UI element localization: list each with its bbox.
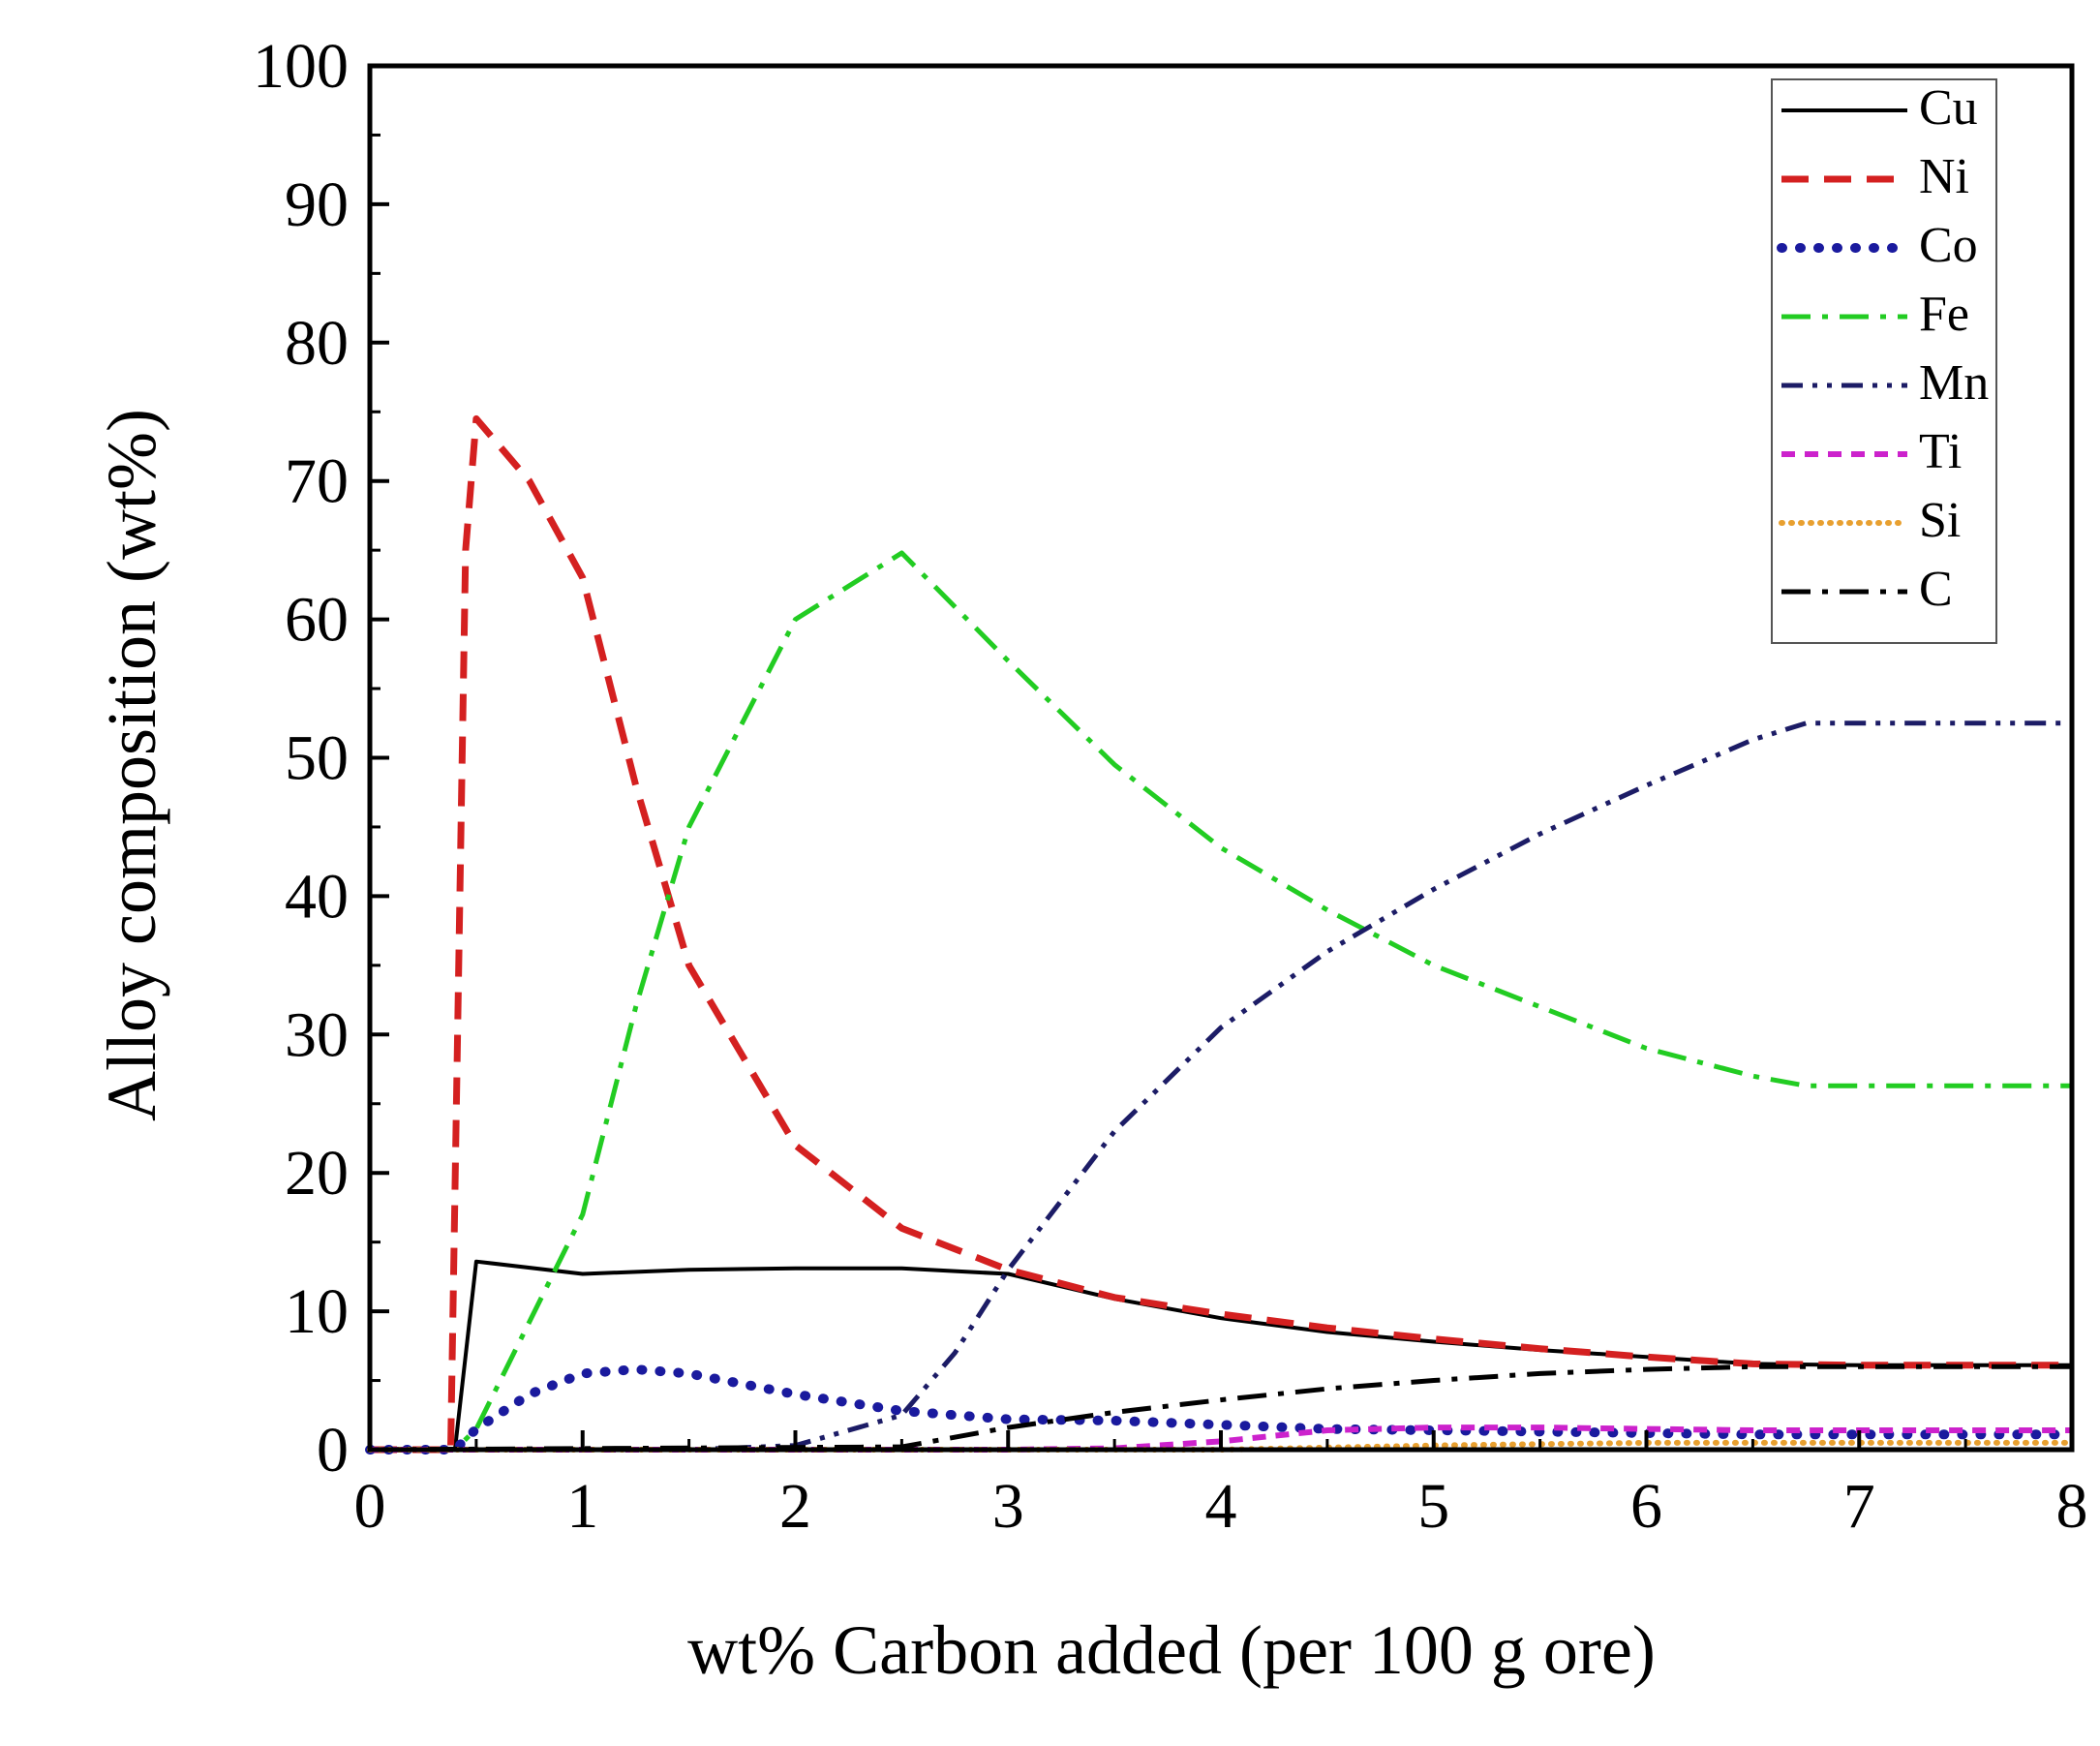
- y-tick-label: 100: [253, 31, 349, 102]
- y-tick-label: 20: [285, 1138, 349, 1209]
- series-line-fe: [370, 550, 2072, 1453]
- y-tick-label: 40: [285, 861, 349, 932]
- legend-box: [1771, 78, 1997, 644]
- x-axis-title: wt% Carbon added (per 100 g ore): [687, 1611, 1656, 1689]
- y-tick-label: 30: [285, 999, 349, 1070]
- legend: Cu Ni Co Fe Mn Ti Si C: [1771, 78, 1997, 644]
- series-line-cu: [370, 1259, 2072, 1452]
- y-tick-label: 10: [285, 1276, 349, 1347]
- y-tick-label: 50: [285, 723, 349, 794]
- legend-label-c: C: [1919, 562, 1953, 617]
- legend-label-co: Co: [1919, 218, 1978, 273]
- y-tick-label: 90: [285, 169, 349, 240]
- legend-label-mn: Mn: [1919, 355, 1989, 411]
- legend-label-ni: Ni: [1919, 149, 1969, 204]
- y-tick-label: 0: [317, 1415, 349, 1486]
- legend-label-ti: Ti: [1919, 424, 1962, 479]
- x-tick-label: 3: [992, 1471, 1024, 1542]
- series-line-co: [365, 1364, 2077, 1455]
- x-tick-label: 6: [1630, 1471, 1662, 1542]
- y-tick-label: 60: [285, 585, 349, 656]
- x-tick-label: 7: [1843, 1471, 1875, 1542]
- x-tick-label: 8: [2056, 1471, 2088, 1542]
- y-tick-label: 70: [285, 446, 349, 517]
- x-tick-label: 4: [1205, 1471, 1237, 1542]
- series-line-mn: [370, 720, 2072, 1453]
- legend-label-fe: Fe: [1919, 287, 1969, 342]
- x-tick-label: 2: [779, 1471, 811, 1542]
- legend-label-si: Si: [1919, 493, 1961, 548]
- legend-label-cu: Cu: [1919, 80, 1978, 136]
- x-tick-label: 0: [354, 1471, 386, 1542]
- series-line-c: [369, 1363, 2072, 1453]
- series-line-ni: [370, 414, 2072, 1454]
- y-axis-title: Alloy composition (wt%): [93, 409, 170, 1121]
- x-tick-label: 1: [566, 1471, 598, 1542]
- y-tick-label: 80: [285, 308, 349, 379]
- x-tick-label: 5: [1417, 1471, 1449, 1542]
